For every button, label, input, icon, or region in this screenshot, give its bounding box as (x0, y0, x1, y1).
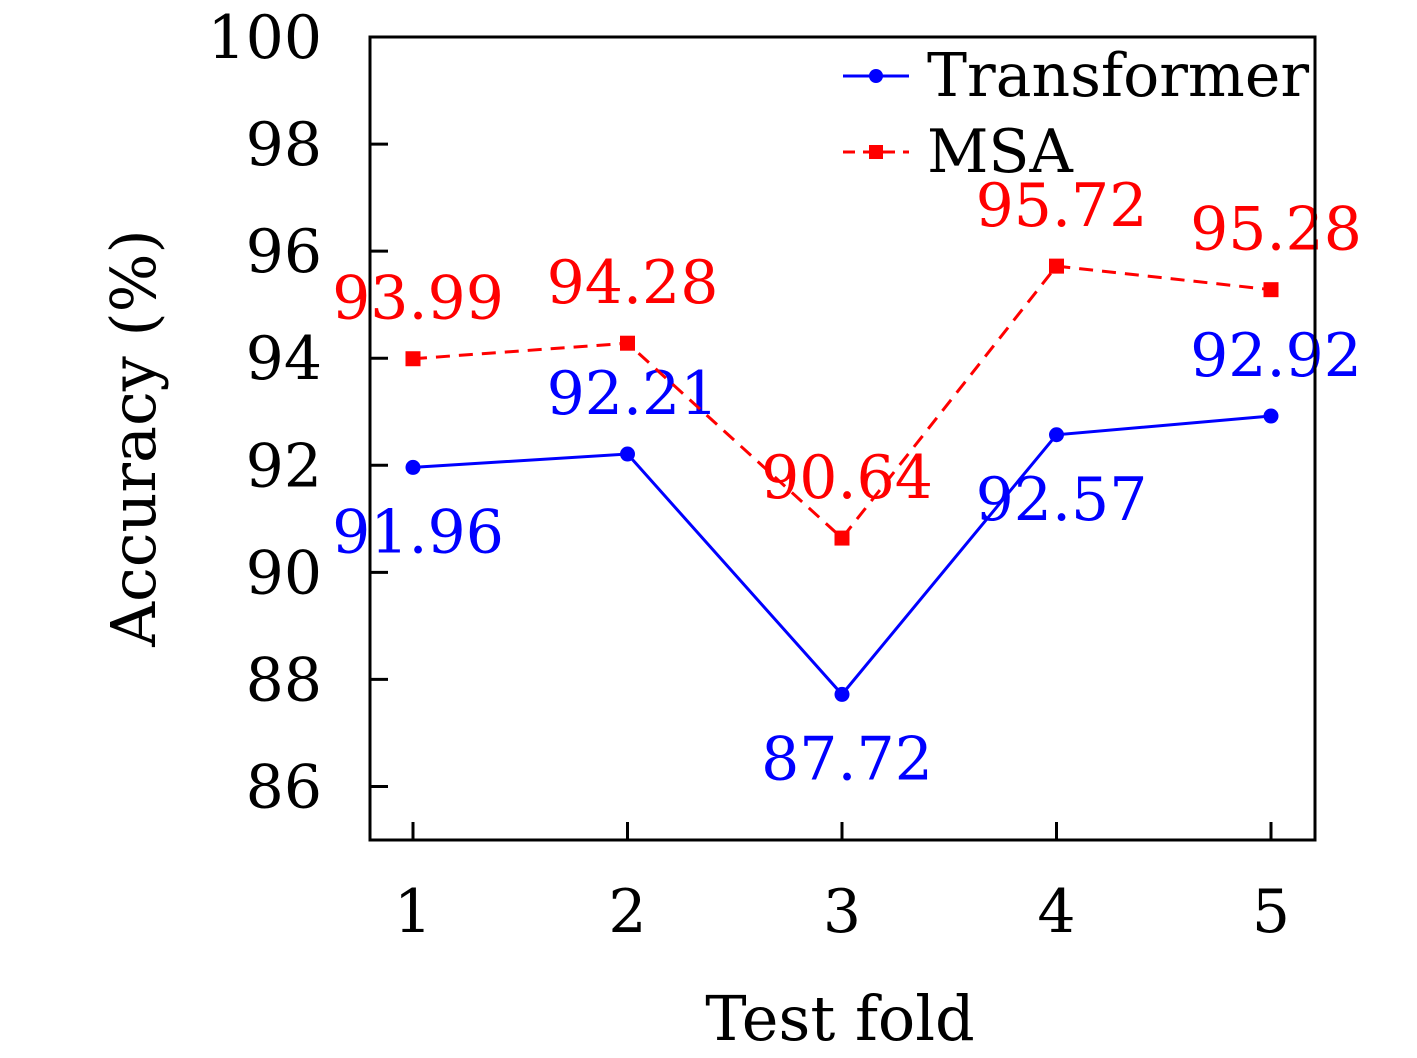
x-tick-label: 2 (608, 877, 646, 947)
data-label-msa: 93.99 (332, 264, 504, 334)
data-point-transformer (405, 459, 421, 475)
series-line-msa (412, 264, 1272, 541)
legend-label-transformer: Transformer (927, 41, 1309, 111)
data-point-msa (1049, 258, 1064, 274)
y-tick-label: 98 (246, 110, 322, 180)
data-point-transformer (834, 686, 850, 702)
y-tick-label: 88 (246, 645, 322, 715)
series-msa: 93.99 94.28 90.64 95.72 95.28 (332, 171, 1362, 546)
data-point-msa (1263, 282, 1279, 298)
y-tick-label: 92 (246, 431, 322, 501)
plot-frame (368, 35, 1317, 842)
data-point-transformer (1049, 427, 1064, 443)
data-label-msa: 95.28 (1190, 195, 1362, 265)
data-label-transformer: 92.92 (1190, 321, 1362, 391)
data-point-transformer (620, 446, 635, 462)
x-tick-label: 3 (823, 877, 861, 947)
data-label-msa: 94.28 (547, 248, 719, 318)
data-point-msa (620, 335, 635, 351)
y-tick-label: 86 (246, 752, 322, 822)
legend-label-msa: MSA (927, 117, 1074, 187)
x-tick-label: 4 (1037, 877, 1075, 947)
legend-item-transformer: Transformer (843, 41, 1309, 111)
data-label-transformer: 92.57 (976, 465, 1148, 535)
y-axis-title: Accuracy (%) (97, 229, 170, 648)
x-tick-label: 5 (1252, 877, 1290, 947)
data-point-msa (405, 351, 421, 367)
y-axis: 86 88 90 92 94 96 98 100 (207, 3, 388, 822)
legend-item-msa: MSA (843, 117, 1074, 187)
data-label-transformer: 87.72 (761, 724, 933, 794)
series-transformer: 91.96 92.21 87.72 92.57 92.92 (332, 321, 1362, 794)
x-tick-label: 1 (394, 877, 432, 947)
y-tick-label: 94 (246, 324, 322, 394)
data-label-msa: 90.64 (761, 443, 933, 513)
legend-marker-msa (869, 145, 883, 159)
data-label-transformer: 92.21 (547, 359, 719, 429)
legend: Transformer MSA (843, 41, 1309, 187)
data-point-transformer (1263, 408, 1279, 424)
data-label-msa: 95.72 (976, 171, 1148, 241)
x-axis-title: Test fold (705, 982, 974, 1055)
data-label-transformer: 91.96 (332, 497, 504, 567)
y-tick-label: 96 (246, 217, 322, 287)
series-layer: 91.96 92.21 87.72 92.57 92.92 93.99 94.28 90.64… (332, 171, 1362, 794)
y-tick-label: 100 (207, 3, 322, 73)
y-tick-label: 90 (246, 538, 322, 608)
x-axis: 1 2 3 4 5 (394, 822, 1290, 947)
legend-marker-transformer (869, 69, 883, 83)
data-point-msa (834, 530, 850, 546)
